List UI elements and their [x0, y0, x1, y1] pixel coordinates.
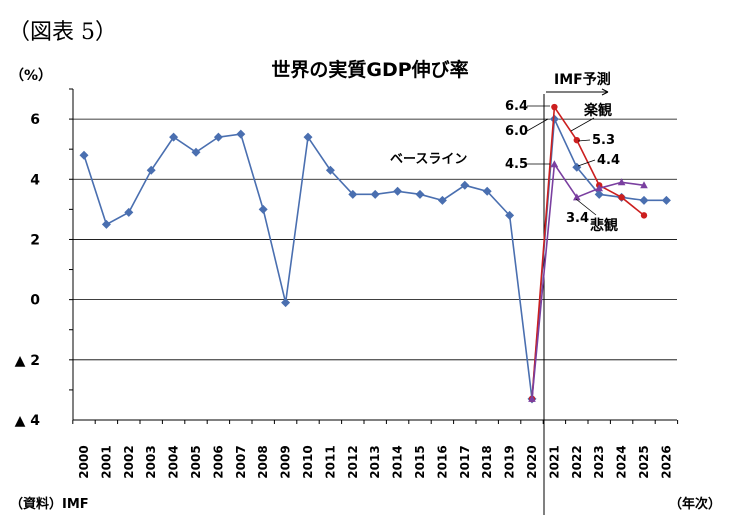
x-tick-label: 2002	[122, 445, 136, 478]
data-point-baseline	[437, 195, 447, 205]
y-tick-label: 2	[30, 232, 40, 248]
series-line-pessimistic	[531, 161, 645, 400]
optimistic-series-label: 楽観	[583, 102, 612, 119]
y-tick-labels: 6 4 2 0 ▲ 2 ▲ 4	[15, 112, 41, 429]
data-point-baseline	[370, 189, 380, 199]
x-tick-label: 2001	[99, 445, 113, 478]
data-point-baseline	[482, 186, 492, 196]
data-point-baseline	[146, 165, 156, 175]
imf-forecast-label: IMF予測	[554, 71, 611, 88]
data-point-optimistic	[640, 212, 648, 219]
data-point-baseline	[415, 189, 425, 199]
x-tick-label: 2015	[413, 445, 427, 478]
x-tick-label: 2025	[637, 445, 651, 478]
optimistic-leader-line	[570, 117, 595, 132]
data-point-baseline	[124, 207, 134, 217]
data-point-baseline	[191, 147, 201, 157]
data-point-baseline	[236, 129, 246, 139]
x-tick-label: 2026	[659, 445, 673, 478]
series-line-optimistic	[531, 104, 645, 399]
y-tick-label: 4	[30, 172, 40, 188]
x-tick-label: 2008	[256, 445, 270, 478]
x-tick-label: 2000	[77, 445, 91, 478]
series-line-baseline	[83, 116, 667, 400]
x-tick-label: 2023	[592, 445, 606, 478]
y-tick-label: ▲ 2	[15, 353, 40, 369]
data-point-optimistic	[618, 194, 625, 201]
data-point-baseline	[572, 162, 582, 172]
baseline-series-label: ベースライン	[390, 152, 467, 167]
y-tick-label: 6	[30, 112, 40, 128]
data-point-baseline	[79, 150, 89, 160]
figure-label: （図表 5）	[8, 20, 117, 45]
axes	[69, 88, 679, 424]
series-layer	[79, 103, 671, 404]
x-tick-label: 2003	[144, 445, 158, 478]
leader-2022-baseline	[577, 159, 596, 167]
data-point-baseline	[639, 195, 649, 205]
data-point-baseline	[594, 189, 604, 199]
x-axis-unit-label: （年次）	[668, 497, 721, 512]
x-tick-label: 2019	[503, 445, 517, 478]
x-tick-label: 2005	[189, 445, 203, 478]
label-2021-optimistic: 6.4	[505, 99, 528, 114]
x-tick-label: 2018	[480, 445, 494, 478]
data-point-baseline	[258, 204, 268, 214]
label-2022-baseline: 4.4	[597, 153, 620, 168]
x-tick-label: 2016	[435, 445, 449, 478]
data-point-baseline	[281, 298, 291, 308]
x-tick-label: 2020	[525, 445, 539, 478]
x-tick-label: 2017	[458, 445, 472, 478]
gridlines	[73, 118, 677, 361]
leader-2021-baseline	[526, 118, 549, 132]
leader-2022-optimistic	[577, 139, 591, 142]
data-point-baseline	[325, 165, 335, 175]
data-point-baseline	[460, 180, 470, 190]
data-point-pessimistic	[617, 178, 626, 186]
data-point-baseline	[213, 132, 223, 142]
data-point-baseline	[303, 132, 313, 142]
label-2021-baseline: 6.0	[505, 124, 528, 139]
data-point-baseline	[661, 195, 671, 205]
data-point-optimistic	[551, 103, 558, 111]
x-tick-label: 2021	[547, 445, 561, 478]
imf-forecast-arrowhead	[601, 88, 609, 96]
data-point-baseline	[101, 219, 111, 229]
data-point-pessimistic	[640, 181, 648, 189]
pessimistic-series-label: 悲観	[590, 217, 618, 234]
data-point-baseline	[169, 132, 179, 142]
x-tick-label: 2009	[279, 445, 293, 478]
x-tick-label: 2011	[323, 445, 337, 478]
x-tick-label: 2013	[368, 445, 382, 478]
data-point-baseline	[393, 186, 403, 196]
x-tick-label: 2010	[301, 445, 315, 478]
data-point-baseline	[505, 210, 515, 220]
data-point-pessimistic	[550, 160, 559, 168]
chart-title: 世界の実質GDP伸び率	[271, 58, 468, 81]
data-point-pessimistic	[595, 184, 603, 192]
x-tick-label: 2004	[167, 445, 181, 478]
x-tick-labels: 2000 2001 2002 2003 2004 2005 2006 2007 2008 2009…	[77, 445, 673, 478]
x-tick-label: 2024	[615, 445, 629, 478]
data-point-pessimistic	[528, 394, 536, 402]
data-point-pessimistic	[573, 193, 581, 201]
label-2022-optimistic: 5.3	[592, 133, 615, 148]
label-2021-pessimistic: 4.5	[505, 157, 528, 172]
y-tick-label: 0	[30, 293, 40, 309]
x-tick-label: 2022	[570, 445, 584, 478]
data-point-baseline	[348, 189, 358, 199]
x-tick-label: 2007	[234, 445, 248, 478]
y-axis-unit-label: （%）	[10, 68, 52, 84]
data-point-optimistic	[573, 136, 580, 144]
source-note: （資料）IMF	[10, 497, 89, 512]
x-tick-label: 2012	[346, 445, 360, 478]
data-point-baseline	[549, 114, 559, 124]
x-tick-label: 2006	[211, 445, 225, 478]
x-tick-label: 2014	[391, 445, 405, 478]
y-tick-label: ▲ 4	[15, 413, 41, 429]
label-2022-pessimistic: 3.4	[566, 211, 589, 226]
pessimistic-leader-line	[575, 198, 597, 216]
